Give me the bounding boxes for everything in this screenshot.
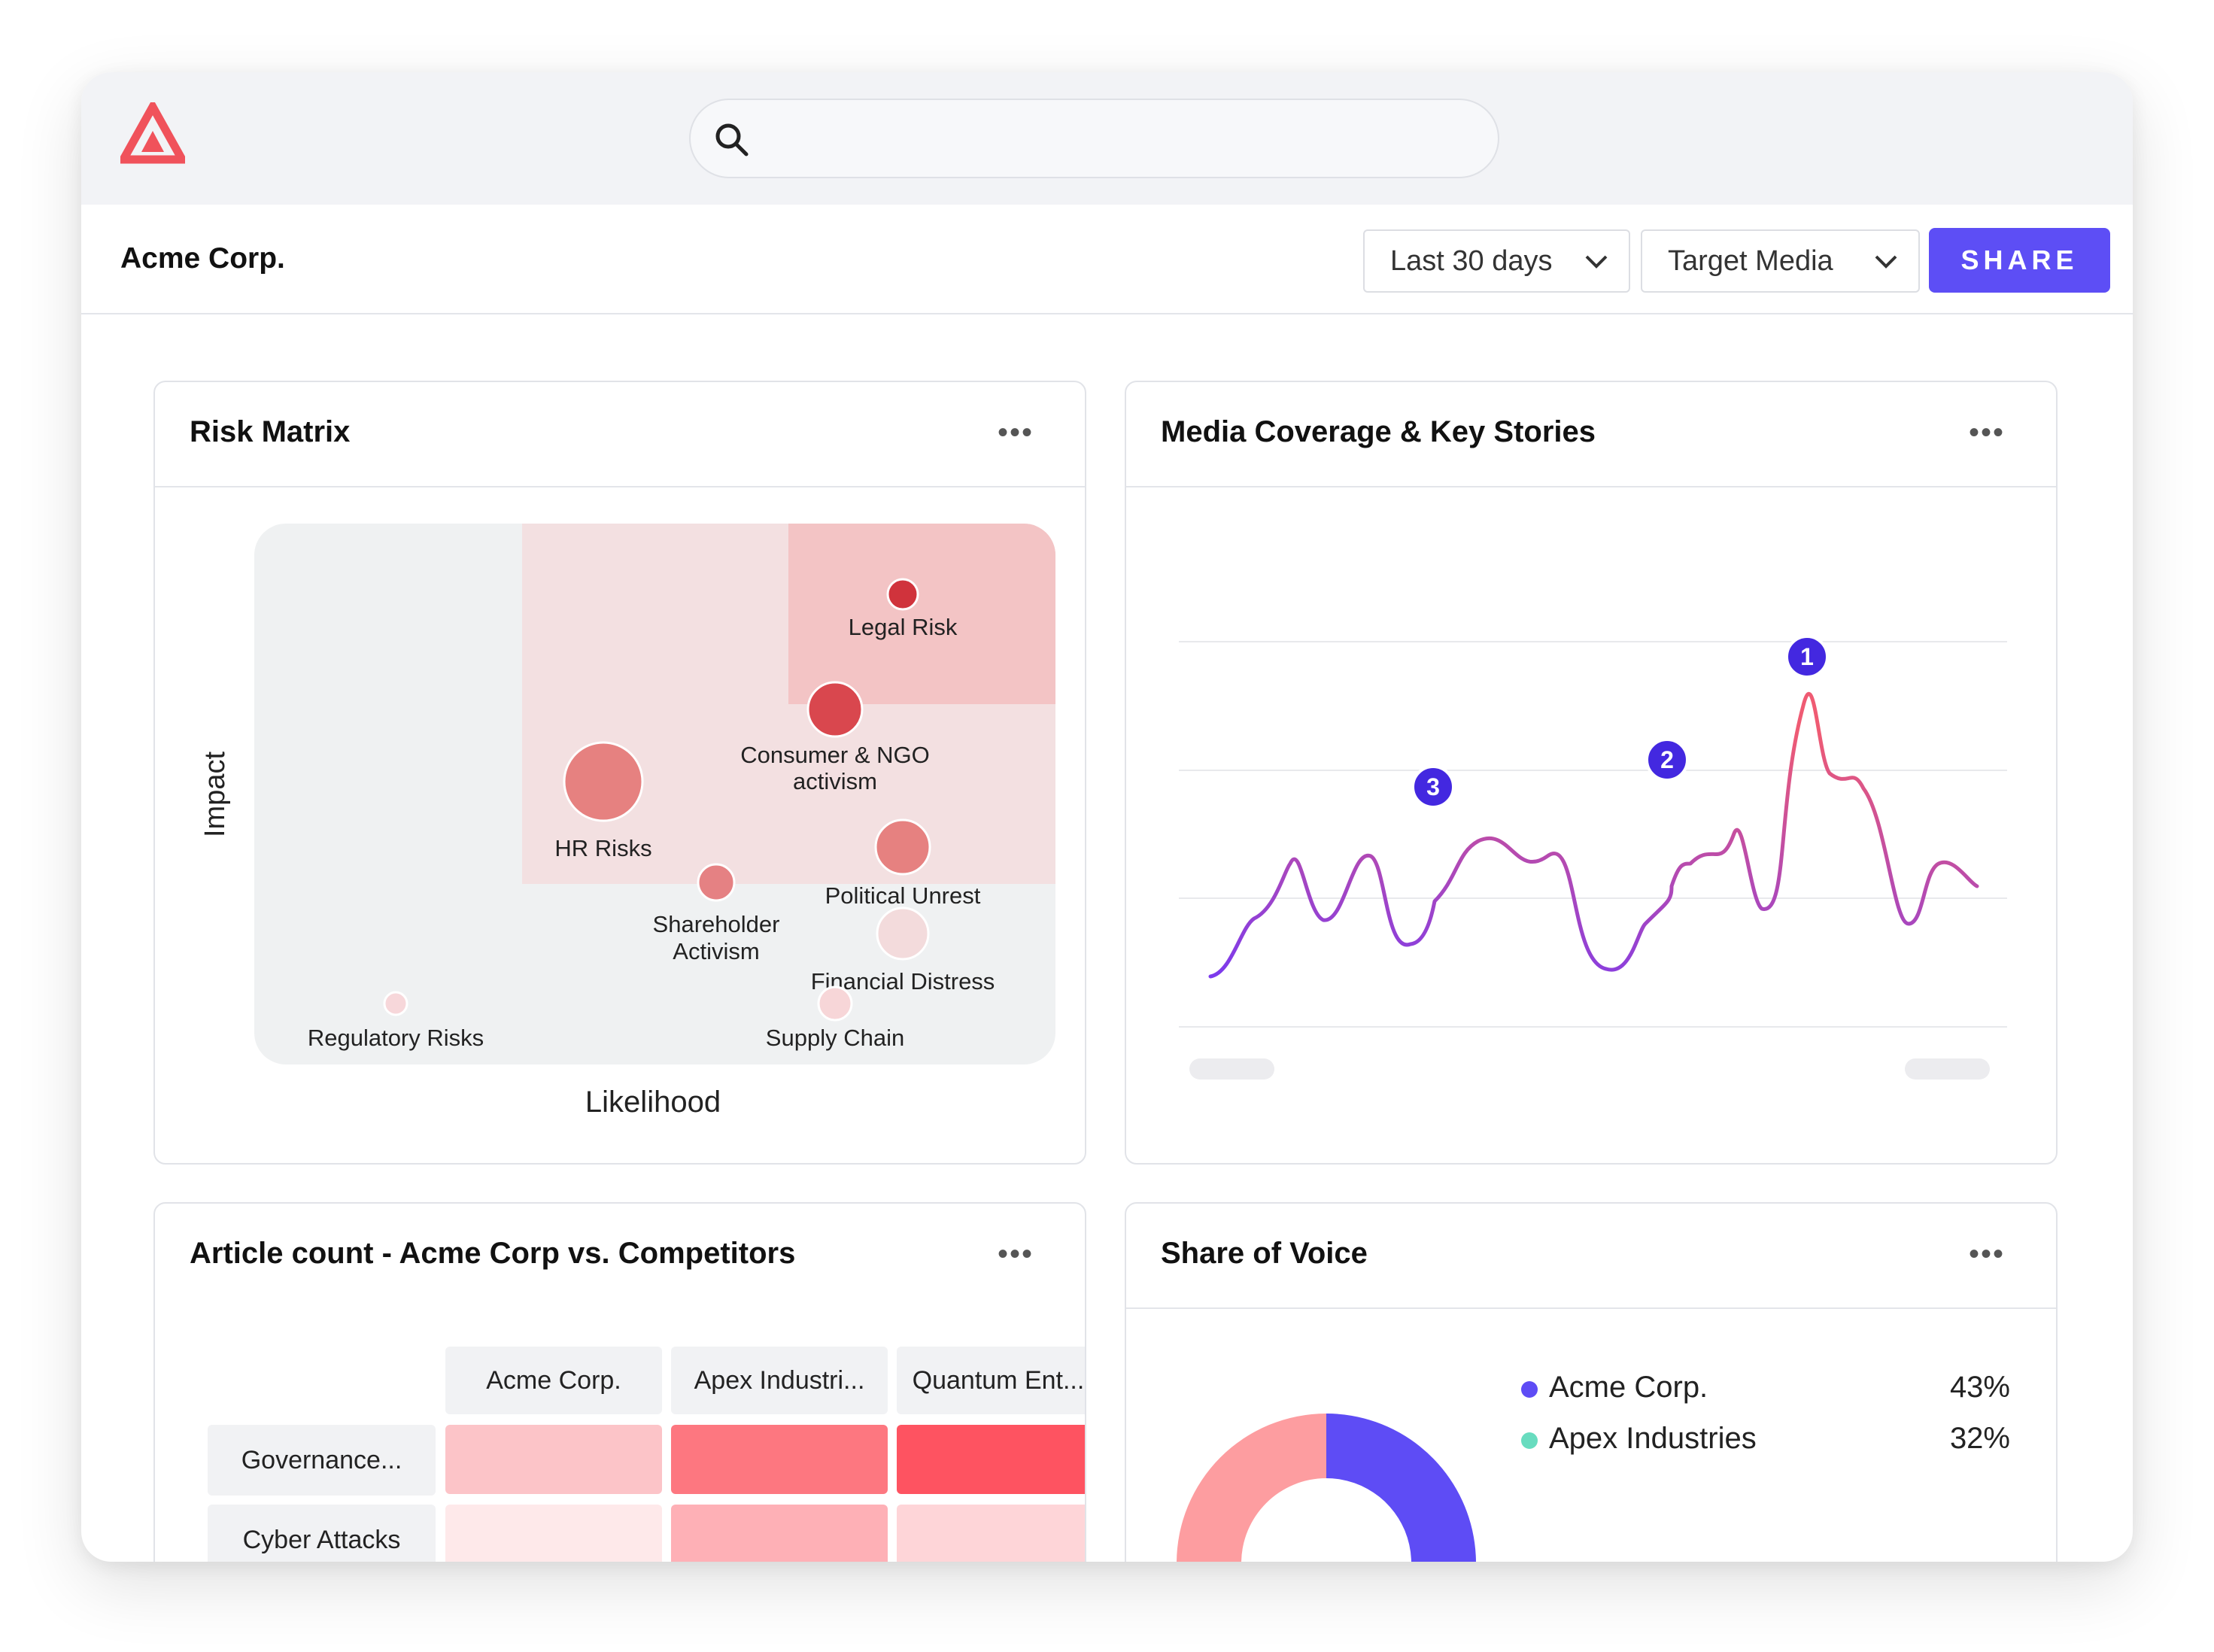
risk-label: Regulatory Risks <box>308 1025 484 1051</box>
coverage-line <box>1208 691 1979 979</box>
coverage-line-chart: 1 2 3 <box>1179 635 2007 1080</box>
legend-value: 32% <box>1949 1422 2010 1455</box>
legend-dot <box>1521 1381 1538 1398</box>
divider <box>155 486 1085 487</box>
chevron-down-icon <box>1875 255 1897 269</box>
heatmap-cell[interactable] <box>671 1505 888 1562</box>
risk-matrix-card: Risk Matrix ••• Impact Likelihood Legal … <box>153 381 1086 1165</box>
top-bar <box>81 72 2133 205</box>
card-title: Share of Voice <box>1161 1237 1368 1270</box>
media-filter-dropdown[interactable]: Target Media <box>1641 229 1920 293</box>
x-axis-label: Likelihood <box>585 1086 721 1119</box>
legend-label: Apex Industries <box>1549 1422 1757 1455</box>
column-header[interactable]: Acme Corp. <box>445 1347 662 1414</box>
donut-slice[interactable] <box>1326 1414 1476 1562</box>
heatmap-cell[interactable] <box>897 1505 1085 1562</box>
row-header[interactable]: Cyber Attacks <box>208 1505 436 1562</box>
risk-label: Legal Risk <box>849 614 958 640</box>
story-marker-label: 3 <box>1426 773 1440 800</box>
y-axis-label: Impact <box>199 752 231 837</box>
date-range-label: Last 30 days <box>1390 244 1553 277</box>
risk-matrix-chart: Impact Likelihood Legal Risk Consumer & N… <box>199 524 1055 1119</box>
search-input[interactable] <box>766 100 1476 178</box>
heatmap-cell[interactable] <box>445 1505 662 1562</box>
heatmap-cell[interactable] <box>671 1425 888 1494</box>
story-marker-label: 2 <box>1660 746 1674 773</box>
more-horizontal-icon[interactable]: ••• <box>1968 416 2005 449</box>
media-filter-label: Target Media <box>1668 244 1833 277</box>
legend-item[interactable]: Apex Industries 32% <box>1521 1422 2010 1459</box>
risk-label: HR Risks <box>554 835 651 861</box>
date-range-dropdown[interactable]: Last 30 days <box>1363 229 1630 293</box>
scroll-handle-right[interactable] <box>1905 1058 1990 1080</box>
heatmap-cell[interactable] <box>897 1425 1085 1494</box>
share-of-voice-donut <box>1177 1414 1476 1562</box>
legend-dot <box>1521 1432 1538 1449</box>
risk-bubble[interactable] <box>886 578 919 611</box>
risk-bubble[interactable] <box>876 906 930 961</box>
search-icon <box>715 123 749 156</box>
more-horizontal-icon[interactable]: ••• <box>997 416 1034 449</box>
story-marker[interactable] <box>1785 635 1829 679</box>
card-title: Article count - Acme Corp vs. Competitor… <box>190 1237 796 1270</box>
divider <box>1126 486 2056 487</box>
row-header[interactable]: Governance... <box>208 1425 436 1496</box>
legend-item[interactable]: Acme Corp. 43% <box>1521 1371 2010 1408</box>
column-header[interactable]: Apex Industri... <box>671 1347 888 1414</box>
divider <box>1126 1307 2056 1309</box>
zone-high <box>788 524 1055 704</box>
page-title: Acme Corp. <box>120 242 285 275</box>
risk-label: Supply Chain <box>766 1025 904 1051</box>
risk-label: Consumer & NGO <box>740 742 930 768</box>
card-title: Media Coverage & Key Stories <box>1161 415 1596 448</box>
share-button[interactable]: SHARE <box>1929 228 2110 293</box>
risk-bubble[interactable] <box>817 985 853 1022</box>
risk-bubble[interactable] <box>806 681 864 738</box>
risk-bubble[interactable] <box>383 991 408 1016</box>
app-window: Acme Corp. Last 30 days Target Media SHA… <box>81 72 2133 1562</box>
heatmap-cell[interactable] <box>445 1425 662 1494</box>
card-title: Risk Matrix <box>190 415 351 448</box>
donut-slice[interactable] <box>1177 1414 1326 1562</box>
legend-label: Acme Corp. <box>1549 1371 1708 1404</box>
risk-label: activism <box>793 768 877 794</box>
more-horizontal-icon[interactable]: ••• <box>997 1237 1034 1271</box>
legend-value: 43% <box>1949 1371 2010 1404</box>
share-of-voice-card: Share of Voice ••• Acme Corp. 43% Apex I… <box>1125 1202 2058 1562</box>
more-horizontal-icon[interactable]: ••• <box>1968 1237 2005 1271</box>
column-header[interactable]: Quantum Ent... <box>897 1347 1085 1414</box>
media-coverage-card: Media Coverage & Key Stories ••• 1 2 3 <box>1125 381 2058 1165</box>
story-marker-label: 1 <box>1800 643 1814 670</box>
story-marker[interactable] <box>1645 738 1689 782</box>
risk-bubble[interactable] <box>563 741 644 822</box>
risk-label: Shareholder <box>653 911 780 937</box>
search-bar[interactable] <box>689 99 1499 178</box>
chevron-down-icon <box>1585 255 1608 269</box>
scroll-handle-left[interactable] <box>1189 1058 1274 1080</box>
risk-bubble[interactable] <box>697 863 736 902</box>
article-count-card: Article count - Acme Corp vs. Competitor… <box>153 1202 1086 1562</box>
risk-bubble[interactable] <box>874 818 931 876</box>
risk-label: Political Unrest <box>825 882 981 909</box>
risk-label: Activism <box>673 938 759 964</box>
story-marker[interactable] <box>1411 765 1455 809</box>
page-header: Acme Corp. Last 30 days Target Media SHA… <box>81 205 2133 314</box>
triangle-logo[interactable] <box>120 102 185 164</box>
